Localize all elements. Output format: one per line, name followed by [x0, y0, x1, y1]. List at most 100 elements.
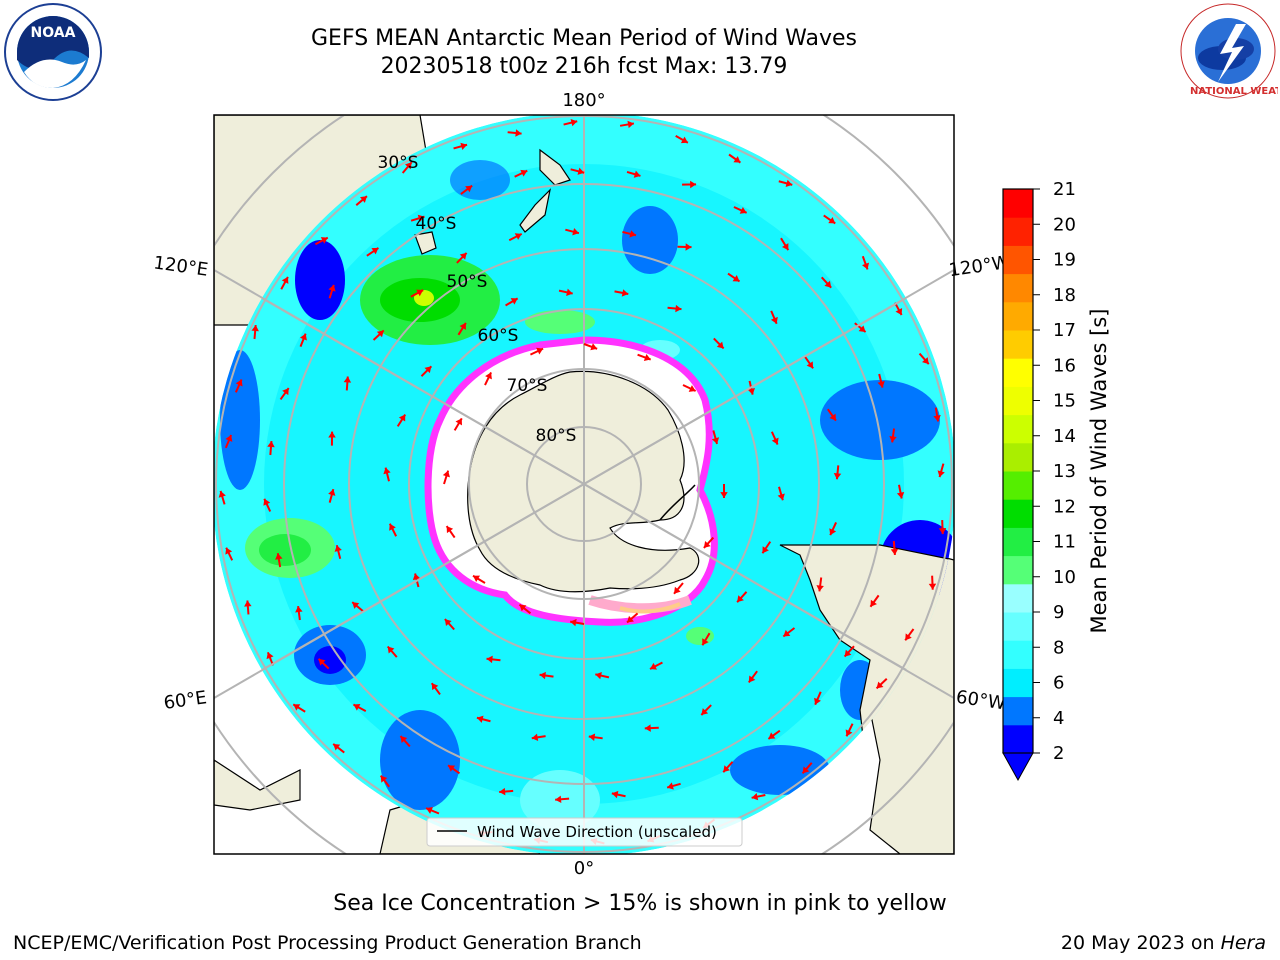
wave-arrow-head — [519, 604, 527, 612]
colorbar: 21 20 19 18 17 16 15 14 13 12 11 10 9 8 6 4 2 Mean Perio… — [1002, 179, 1111, 782]
wave-arrow-head — [570, 118, 578, 127]
wave-arrow-head — [644, 724, 651, 732]
colorbar-segment — [1003, 499, 1033, 528]
lat-label-40s: 40°S — [416, 214, 457, 234]
antarctic-peninsula-land — [659, 484, 696, 521]
colorbar-tick-label: 2 — [1053, 743, 1064, 764]
colorbar-segment — [1003, 527, 1033, 557]
lon-label-0: 0° — [574, 858, 594, 879]
wave-arrow-head — [781, 243, 789, 251]
wave-arrow-head — [295, 606, 303, 613]
lat-label-50s: 50°S — [447, 272, 488, 292]
wave-arrow-head — [844, 649, 852, 657]
wave-arrow-head — [334, 545, 342, 552]
wave-arrow-head — [870, 599, 877, 607]
wave-arrow-head — [275, 553, 283, 560]
wave-arrow-head — [716, 341, 724, 349]
new-zealand-land — [519, 148, 571, 233]
wave-arrow-head — [459, 252, 467, 260]
wave-arrow-head — [667, 782, 674, 790]
wave-arrow-head — [417, 214, 425, 222]
colorbar-tick-label: 10 — [1053, 567, 1076, 588]
wave-arrow-head — [486, 655, 493, 664]
wave-arrow-head — [922, 357, 929, 365]
wave-arrow-head — [588, 733, 596, 741]
lon-label-180: 180° — [562, 90, 605, 111]
lon-label-120e: 120°E — [152, 252, 209, 280]
colorbar-segment — [1003, 217, 1033, 246]
colorbar-segment — [1003, 640, 1033, 669]
wave-arrow-head — [858, 325, 866, 333]
colorbar-segment — [1003, 330, 1033, 359]
colorbar-segment — [1003, 555, 1033, 585]
wave-arrow-head — [299, 333, 307, 341]
wave-arrow-head — [263, 498, 271, 506]
colorbar-tick-label: 19 — [1053, 250, 1076, 271]
wave-arrow-head — [459, 322, 466, 330]
wave-arrow-head — [895, 308, 903, 316]
wave-arrow-head — [353, 704, 361, 711]
wave-arrow-head — [225, 547, 233, 555]
colorbar-segment — [1003, 245, 1033, 275]
wave-arrow-head — [833, 473, 842, 480]
wave-arrow-head — [688, 385, 696, 392]
wave-arrow-head — [531, 733, 539, 742]
wave-arrow-head — [737, 595, 744, 603]
wave-arrow-head — [590, 343, 598, 351]
wave-arrow-head — [320, 237, 328, 244]
footer-credit: NCEP/EMC/Verification Post Processing Pr… — [13, 932, 642, 954]
wave-arrow-head — [328, 431, 336, 438]
legend-label: Wind Wave Direction (unscaled) — [477, 823, 717, 841]
wave-arrow-head — [444, 619, 452, 626]
colorbar-segment — [1003, 612, 1033, 641]
wave-arrow-head — [690, 180, 697, 189]
wave-arrow-head — [442, 470, 450, 478]
colorbar-tick-label: 15 — [1053, 391, 1076, 412]
footer-date-text: 20 May 2023 on — [1060, 932, 1221, 954]
wave-arrow-head — [570, 618, 577, 627]
wave-arrow-head — [814, 697, 821, 705]
lat-label-60s: 60°S — [478, 326, 519, 346]
footer-host: Hera — [1220, 932, 1266, 954]
wave-arrow-head — [785, 179, 793, 187]
wave-arrow-head — [328, 489, 336, 496]
colorbar-label: Mean Period of Wind Waves [s] — [1087, 309, 1111, 634]
lat-label-30s: 30°S — [378, 153, 419, 173]
wave-arrow-head — [572, 228, 579, 236]
wave-arrow-head — [416, 289, 424, 297]
footer-date: 20 May 2023 on Hera — [1061, 932, 1266, 954]
wave-arrow-head — [627, 615, 634, 623]
sea-ice-caption: Sea Ice Concentration > 15% is shown in … — [333, 891, 947, 916]
chart-title: GEFS MEAN Antarctic Mean Period of Wind … — [311, 26, 857, 51]
wave-arrow-head — [806, 361, 814, 369]
wave-arrow-head — [828, 216, 836, 224]
wave-arrow-head — [783, 629, 791, 637]
colorbar-segment — [1003, 189, 1033, 218]
wave-arrow-head — [235, 379, 243, 387]
wave-arrow-head — [352, 602, 360, 609]
wave-arrow-head — [937, 470, 945, 478]
wave-arrow-head — [701, 708, 709, 716]
colorbar-segment — [1003, 386, 1033, 416]
wave-arrow-head — [499, 787, 506, 796]
wave-arrow-head — [446, 526, 454, 534]
africa-land — [214, 759, 301, 811]
colorbar-segment — [1003, 696, 1033, 726]
wave-arrow-head — [824, 280, 832, 288]
wave-arrow-head — [747, 388, 755, 395]
wave-arrow-head — [383, 467, 391, 475]
colorbar-tick-label: 20 — [1053, 214, 1076, 235]
wave-arrow-head — [621, 289, 629, 297]
colorbar-tick-label: 6 — [1053, 673, 1064, 694]
wave-arrow-head — [282, 388, 289, 396]
colorbar-tick-label: 16 — [1053, 355, 1076, 376]
wave-arrow-head — [751, 792, 759, 801]
wave-arrow-head — [380, 775, 388, 783]
wave-arrow-head — [389, 523, 396, 531]
wave-arrow-head — [577, 167, 585, 175]
wave-arrow-head — [703, 541, 711, 548]
wave-arrow-head — [473, 575, 480, 583]
lat-label-70s: 70°S — [507, 376, 548, 396]
wave-arrow-head — [829, 413, 836, 421]
wave-arrow-head — [515, 129, 522, 137]
